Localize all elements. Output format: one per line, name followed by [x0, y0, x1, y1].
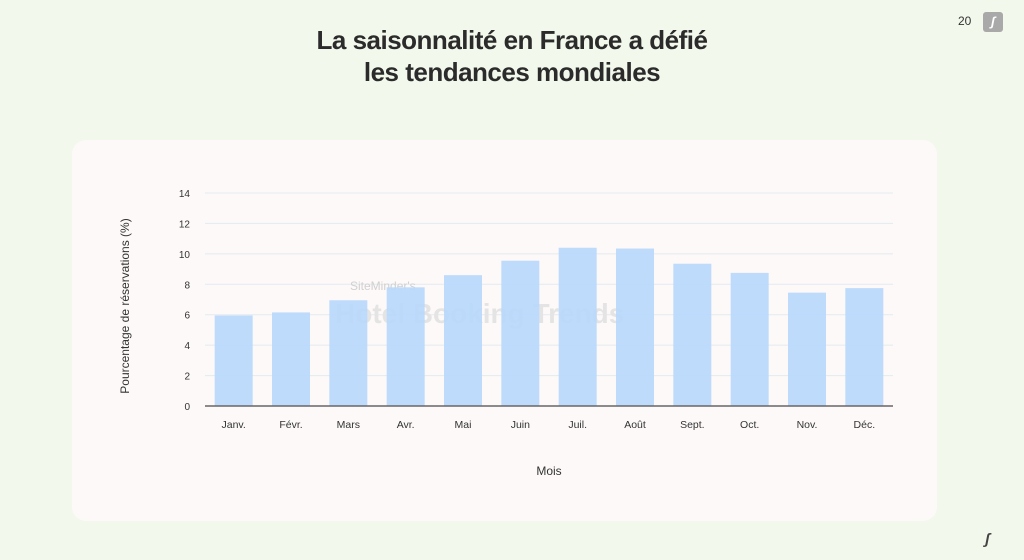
bar-Juin [501, 260, 540, 406]
x-tick-label: Août [624, 419, 646, 431]
brand-logo-icon: ʃ [983, 12, 1003, 32]
x-tick-label: Sept. [680, 419, 705, 431]
x-tick-label: Juin [511, 419, 530, 431]
title-line-1: La saisonnalité en France a défié [316, 25, 708, 55]
brand-logo-footer-icon: ʃ [985, 531, 990, 548]
bar-Déc. [845, 288, 884, 406]
bar-Juil. [558, 247, 597, 406]
y-tick-label: 2 [184, 372, 190, 383]
bar-Sept. [673, 263, 712, 406]
x-tick-label: Avr. [397, 419, 415, 431]
bar-Nov. [788, 292, 826, 406]
bar-Avr. [386, 287, 425, 406]
x-tick-label: Nov. [797, 419, 818, 431]
bar-Mars [329, 300, 368, 406]
y-axis-label: Pourcentage de réservations (%) [118, 218, 132, 393]
x-tick-label: Déc. [854, 419, 876, 431]
bar-Août [616, 248, 654, 406]
x-tick-label: Mars [337, 419, 360, 431]
x-tick-label: Mai [455, 419, 472, 431]
y-tick-label: 8 [184, 280, 190, 291]
y-tick-label: 4 [184, 341, 190, 352]
x-axis-label: Mois [536, 464, 561, 478]
bar-Janv. [214, 315, 253, 406]
x-tick-label: Janv. [222, 419, 246, 431]
x-tick-label: Oct. [740, 419, 759, 431]
page-title: La saisonnalité en France a défié les ten… [0, 24, 1024, 88]
bar-Oct. [730, 272, 769, 406]
y-tick-label: 14 [179, 189, 191, 200]
bar-Févr. [272, 312, 310, 406]
x-tick-label: Févr. [279, 419, 302, 431]
y-tick-label: 12 [179, 219, 191, 230]
y-tick-label: 10 [179, 250, 191, 261]
title-line-2: les tendances mondiales [363, 57, 661, 87]
bar-Mai [444, 275, 482, 406]
x-tick-label: Juil. [568, 419, 587, 431]
page-number: 20 [958, 14, 972, 28]
y-tick-label: 0 [184, 402, 190, 413]
y-tick-label: 6 [184, 311, 190, 322]
